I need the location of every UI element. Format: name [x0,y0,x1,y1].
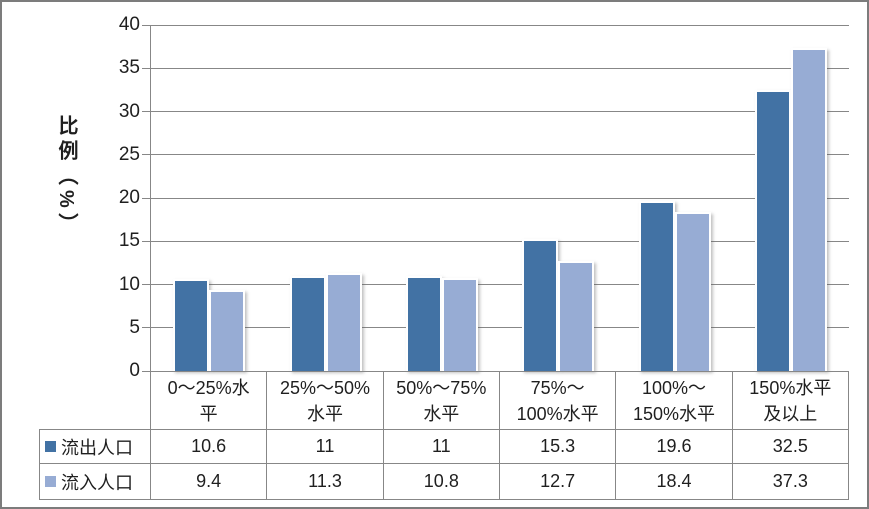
value-cell: 10.8 [382,463,500,500]
gridline [151,284,849,285]
table-row: 流出人口 10.6 11 11 15.3 19.6 32.5 [39,429,850,464]
axis-tick-mark [142,370,151,372]
y-tick-label: 10 [118,273,140,295]
y-tick-label: 25 [118,143,140,165]
axis-tick-mark [142,197,151,199]
bar-流出人口-5[interactable] [754,89,791,371]
gridline [151,111,849,112]
category-header-cell: 50%～75% 水平 [382,371,500,430]
value-cell: 37.3 [731,463,850,500]
y-tick-label: 35 [118,57,140,79]
bar-流出人口-0[interactable] [173,279,210,371]
legend-marker-icon [45,441,56,452]
legend-marker-icon [45,476,56,487]
value-cell: 9.4 [149,463,268,500]
legend-key-inflow[interactable]: 流入人口 [39,463,151,500]
category-header-cell: 75%～ 100%水平 [498,371,617,430]
bar-流出人口-1[interactable] [289,275,326,371]
value-cell: 11 [382,429,500,464]
value-cell: 10.6 [149,429,268,464]
bar-流入人口-3[interactable] [558,261,595,371]
value-cell: 18.4 [615,463,733,500]
bar-流出人口-2[interactable] [405,275,442,371]
y-tick-label: 20 [118,187,140,208]
y-tick-label: 40 [118,14,140,35]
bar-流入人口-5[interactable] [790,48,827,371]
category-header-cell: 0～25%水 平 [149,371,268,430]
data-table: 0～25%水 平 25%～50% 水平 50%～75% 水平 75%～ 100%… [39,371,850,500]
y-tick-label: 15 [118,230,140,252]
legend-key-outflow[interactable]: 流出人口 [39,429,151,464]
bar-流出人口-3[interactable] [522,238,559,371]
gridline [151,327,849,329]
axis-tick-mark [142,284,151,285]
gridline [151,24,849,26]
gridline [151,197,849,199]
axis-tick-mark [142,154,151,156]
category-header-cell: 25%～50% 水平 [266,371,384,430]
value-cell: 12.7 [498,463,617,500]
category-header-cell: 100%～ 150%水平 [615,371,733,430]
y-axis-tick-labels: 40 35 30 25 20 15 10 5 0 [60,2,140,382]
axis-tick-mark [142,111,151,112]
value-cell: 11 [266,429,384,464]
value-cell: 15.3 [498,429,617,464]
bar-流入人口-4[interactable] [674,211,711,371]
y-tick-label: 5 [129,316,140,338]
gridline [151,240,849,242]
category-header-cell: 150%水平 及以上 [731,371,850,430]
plot-area[interactable] [142,24,849,372]
bar-流入人口-1[interactable] [325,273,362,371]
axis-tick-mark [142,240,151,242]
y-tick-label: 0 [129,360,140,381]
table-corner-cell [40,372,151,430]
category-header-row: 0～25%水 平 25%～50% 水平 50%～75% 水平 75%～ 100%… [40,371,850,430]
table-row: 流入人口 9.4 11.3 10.8 12.7 18.4 37.3 [39,463,850,500]
axis-tick-mark [142,24,151,26]
value-cell: 32.5 [731,429,850,464]
bar-流出人口-4[interactable] [638,201,675,371]
axis-tick-mark [142,327,151,329]
axis-tick-mark [142,67,151,69]
legend-label: 流入人口 [61,472,133,493]
value-cell: 11.3 [266,463,384,500]
bar-流入人口-2[interactable] [441,277,478,371]
gridline [151,154,849,156]
gridline [151,67,849,69]
y-tick-label: 30 [118,100,140,122]
bar-流入人口-0[interactable] [209,289,246,371]
legend-label: 流出人口 [61,437,133,458]
value-cell: 19.6 [615,429,733,464]
y-axis-title: 比例（%） [55,115,77,238]
